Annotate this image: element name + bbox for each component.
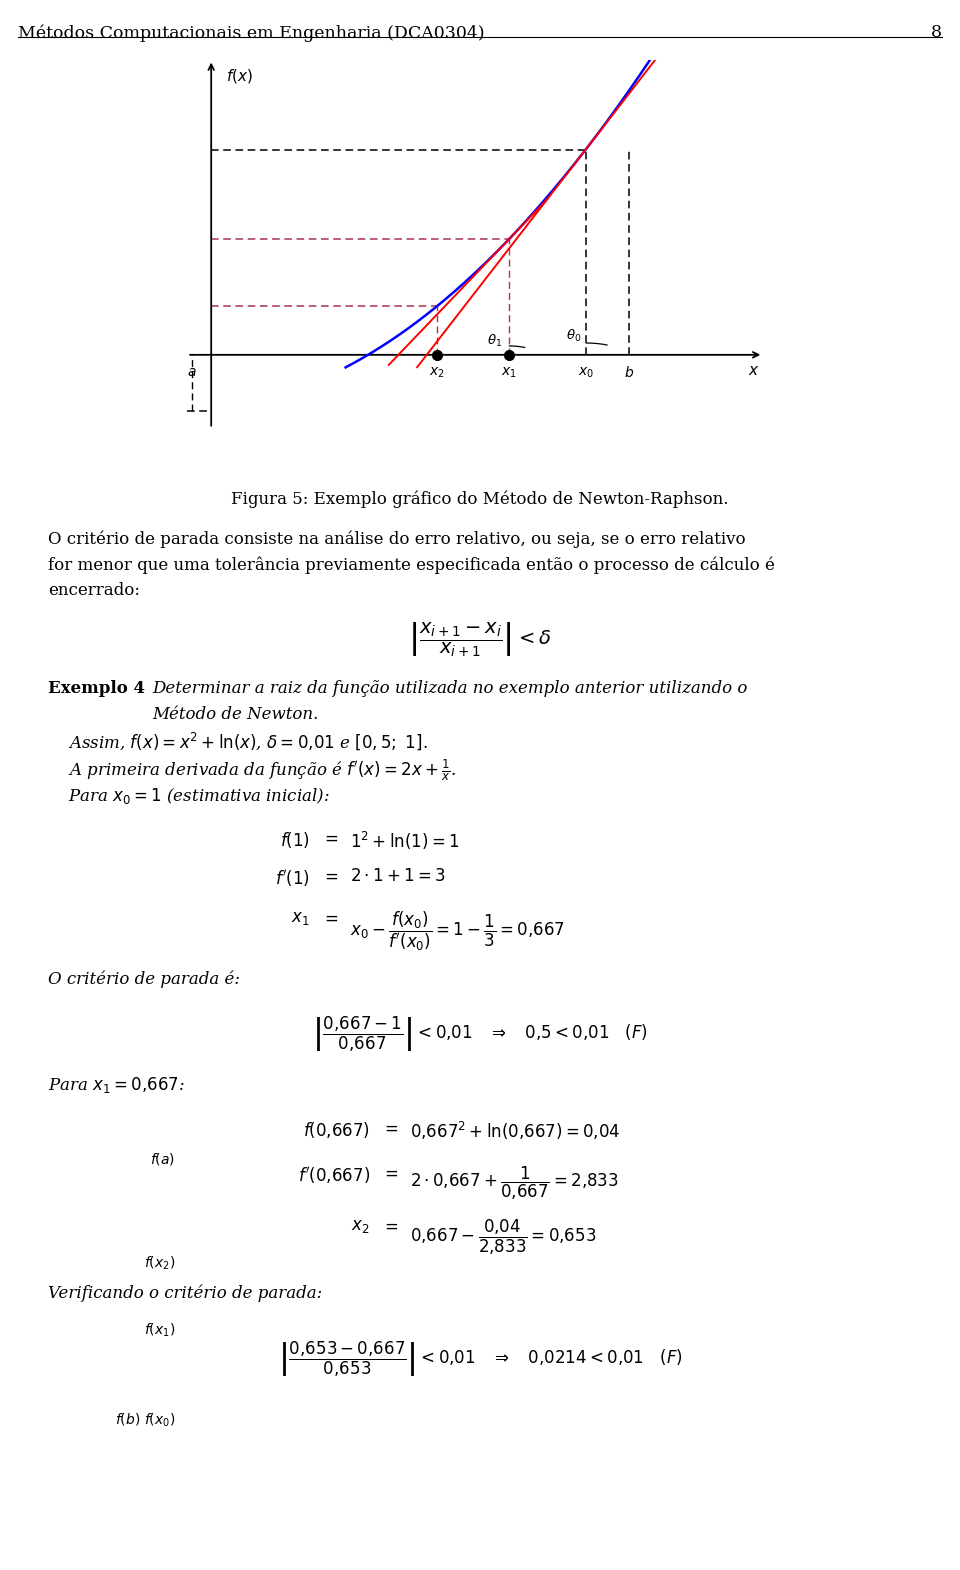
Text: $=$: $=$ bbox=[322, 911, 339, 926]
Text: $x_0 - \dfrac{f(x_0)}{f'(x_0)} = 1 - \dfrac{1}{3} = 0{,}667$: $x_0 - \dfrac{f(x_0)}{f'(x_0)} = 1 - \df… bbox=[350, 911, 564, 953]
Text: $=$: $=$ bbox=[322, 868, 339, 885]
Text: $f(1)$: $f(1)$ bbox=[280, 831, 310, 849]
Text: $=$: $=$ bbox=[381, 1165, 398, 1182]
Text: Assim, $f(x) = x^2 + \ln(x)$, $\delta = 0{,}01$ e $[0,5;\ 1]$.: Assim, $f(x) = x^2 + \ln(x)$, $\delta = … bbox=[68, 730, 428, 752]
Text: Exemplo 4: Exemplo 4 bbox=[48, 680, 145, 697]
Text: $b$: $b$ bbox=[624, 366, 634, 380]
Text: $1^2 + \ln(1) = 1$: $1^2 + \ln(1) = 1$ bbox=[350, 831, 459, 853]
Text: Para $x_0 = 1$ (estimativa inicial):: Para $x_0 = 1$ (estimativa inicial): bbox=[68, 787, 330, 805]
Text: $2 \cdot 0{,}667 + \dfrac{1}{0{,}667} = 2{,}833$: $2 \cdot 0{,}667 + \dfrac{1}{0{,}667} = … bbox=[410, 1165, 618, 1203]
Text: Métodos Computacionais em Engenharia (DCA0304): Métodos Computacionais em Engenharia (DC… bbox=[18, 24, 485, 41]
Text: $f(0{,}667)$: $f(0{,}667)$ bbox=[303, 1119, 370, 1140]
Text: A primeira derivada da função é $f'(x) = 2x + \frac{1}{x}$.: A primeira derivada da função é $f'(x) =… bbox=[68, 758, 457, 783]
Text: $=$: $=$ bbox=[322, 831, 339, 846]
Text: $a$: $a$ bbox=[187, 366, 197, 378]
Text: $f(x)$: $f(x)$ bbox=[226, 68, 252, 85]
Text: $=$: $=$ bbox=[381, 1119, 398, 1137]
Text: $x_2$: $x_2$ bbox=[351, 1218, 370, 1236]
Text: Figura 5: Exemplo gráfico do Método de Newton-Raphson.: Figura 5: Exemplo gráfico do Método de N… bbox=[231, 490, 729, 507]
Text: $\left|\dfrac{0{,}667 - 1}{0{,}667}\right| < 0{,}01 \quad \Rightarrow \quad 0{,}: $\left|\dfrac{0{,}667 - 1}{0{,}667}\righ… bbox=[312, 1014, 648, 1053]
Text: $\left|\dfrac{0{,}653 - 0{,}667}{0{,}653}\right| < 0{,}01 \quad \Rightarrow \qua: $\left|\dfrac{0{,}653 - 0{,}667}{0{,}653… bbox=[277, 1341, 683, 1378]
Text: O critério de parada consiste na análise do erro relativo, ou seja, se o erro re: O critério de parada consiste na análise… bbox=[48, 531, 746, 548]
Text: $f'(1)$: $f'(1)$ bbox=[275, 868, 310, 889]
Text: 8: 8 bbox=[931, 24, 942, 41]
Text: $f(x_2)$: $f(x_2)$ bbox=[144, 1254, 175, 1272]
Text: $x_0$: $x_0$ bbox=[578, 366, 593, 380]
Text: for menor que uma tolerância previamente especificada então o processo de cálcul: for menor que uma tolerância previamente… bbox=[48, 556, 775, 573]
Text: $f(b)\ f(x_0)$: $f(b)\ f(x_0)$ bbox=[114, 1411, 175, 1429]
Text: $0{,}667^2 + \ln(0{,}667) = 0{,}04$: $0{,}667^2 + \ln(0{,}667) = 0{,}04$ bbox=[410, 1119, 620, 1141]
Text: Método de Newton.: Método de Newton. bbox=[152, 706, 319, 724]
Text: $\theta_0$: $\theta_0$ bbox=[566, 328, 582, 344]
Text: $2 \cdot 1 + 1 = 3$: $2 \cdot 1 + 1 = 3$ bbox=[350, 868, 445, 885]
Text: $x_2$: $x_2$ bbox=[429, 366, 444, 380]
Text: encerrado:: encerrado: bbox=[48, 582, 140, 600]
Text: Verificando o critério de parada:: Verificando o critério de parada: bbox=[48, 1284, 323, 1303]
Text: $0{,}667 - \dfrac{0{,}04}{2{,}833} = 0{,}653$: $0{,}667 - \dfrac{0{,}04}{2{,}833} = 0{,… bbox=[410, 1218, 596, 1258]
Text: $x$: $x$ bbox=[748, 364, 759, 378]
Text: $x_1$: $x_1$ bbox=[501, 366, 516, 380]
Text: $f'(0{,}667)$: $f'(0{,}667)$ bbox=[298, 1165, 370, 1185]
Text: $=$: $=$ bbox=[381, 1218, 398, 1236]
Text: $\theta_1$: $\theta_1$ bbox=[487, 333, 502, 349]
Text: $f(a)$: $f(a)$ bbox=[150, 1151, 175, 1167]
Text: Para $x_1 = 0{,}667$:: Para $x_1 = 0{,}667$: bbox=[48, 1075, 184, 1094]
Text: $x_1$: $x_1$ bbox=[291, 911, 310, 926]
Text: $\left|\dfrac{x_{i+1} - x_i}{x_{i+1}}\right| < \delta$: $\left|\dfrac{x_{i+1} - x_i}{x_{i+1}}\ri… bbox=[408, 620, 552, 659]
Text: Determinar a raiz da função utilizada no exemplo anterior utilizando o: Determinar a raiz da função utilizada no… bbox=[152, 680, 748, 697]
Text: $f(x_1)$: $f(x_1)$ bbox=[144, 1322, 175, 1339]
Text: O critério de parada é:: O critério de parada é: bbox=[48, 970, 240, 988]
